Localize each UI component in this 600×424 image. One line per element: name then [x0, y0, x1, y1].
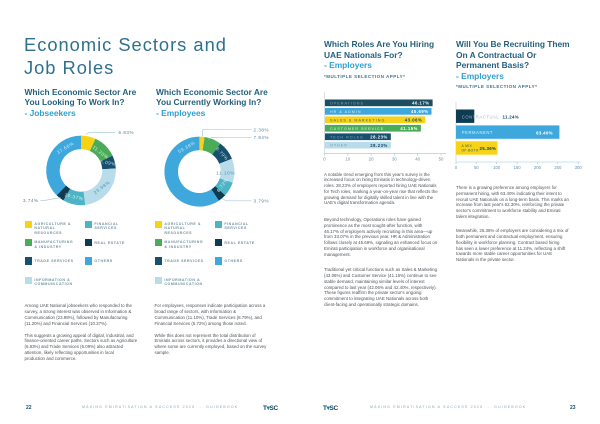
svg-text:6.09%: 6.09%: [100, 159, 117, 167]
svg-text:28.23%: 28.23%: [370, 134, 388, 139]
svg-text:0: 0: [323, 157, 326, 162]
svg-text:CUSTOMER SERVICE: CUSTOMER SERVICE: [330, 127, 384, 131]
svg-text:40: 40: [415, 157, 420, 162]
svg-text:30: 30: [392, 157, 397, 162]
svg-text:46.17%: 46.17%: [412, 101, 430, 106]
svg-text:10.37%: 10.37%: [64, 192, 84, 201]
svg-text:A MIX: A MIX: [462, 144, 473, 148]
svg-text:OF BOTH: OF BOTH: [462, 149, 479, 153]
svg-text:43.06%: 43.06%: [405, 117, 423, 122]
svg-text:SALES & MARKETING: SALES & MARKETING: [330, 118, 385, 122]
svg-text:100: 100: [493, 165, 501, 170]
svg-text:41.15%: 41.15%: [400, 126, 418, 131]
svg-text:50: 50: [474, 165, 479, 170]
svg-text:OPERATIONS: OPERATIONS: [330, 101, 364, 105]
svg-text:45.69%: 45.69%: [411, 109, 429, 114]
svg-text:20: 20: [369, 157, 374, 162]
svg-text:11.10%: 11.10%: [216, 170, 235, 175]
svg-text:28.23%: 28.23%: [370, 143, 388, 148]
svg-text:150: 150: [514, 165, 522, 170]
svg-text:50: 50: [439, 157, 444, 162]
svg-text:63.40%: 63.40%: [536, 130, 553, 135]
svg-text:3.74%: 3.74%: [23, 198, 39, 203]
svg-text:200: 200: [534, 165, 542, 170]
svg-text:2.38%: 2.38%: [254, 127, 270, 132]
svg-text:250: 250: [554, 165, 562, 170]
svg-text:7.84%: 7.84%: [254, 135, 270, 140]
svg-text:CONTRACTUAL: CONTRACTUAL: [462, 114, 500, 119]
svg-text:11.24%: 11.24%: [503, 114, 519, 119]
svg-text:3.79%: 3.79%: [254, 199, 270, 204]
svg-text:TECH ROLES: TECH ROLES: [330, 135, 364, 139]
svg-text:0: 0: [455, 165, 458, 170]
svg-text:OTHER: OTHER: [330, 144, 348, 148]
svg-text:25.36%: 25.36%: [480, 146, 497, 151]
svg-text:300: 300: [575, 165, 583, 170]
svg-text:6.83%: 6.83%: [119, 130, 135, 135]
svg-text:PERMANENT: PERMANENT: [462, 130, 493, 135]
svg-text:10: 10: [345, 157, 350, 162]
svg-text:HR & ADMIN: HR & ADMIN: [330, 110, 362, 114]
